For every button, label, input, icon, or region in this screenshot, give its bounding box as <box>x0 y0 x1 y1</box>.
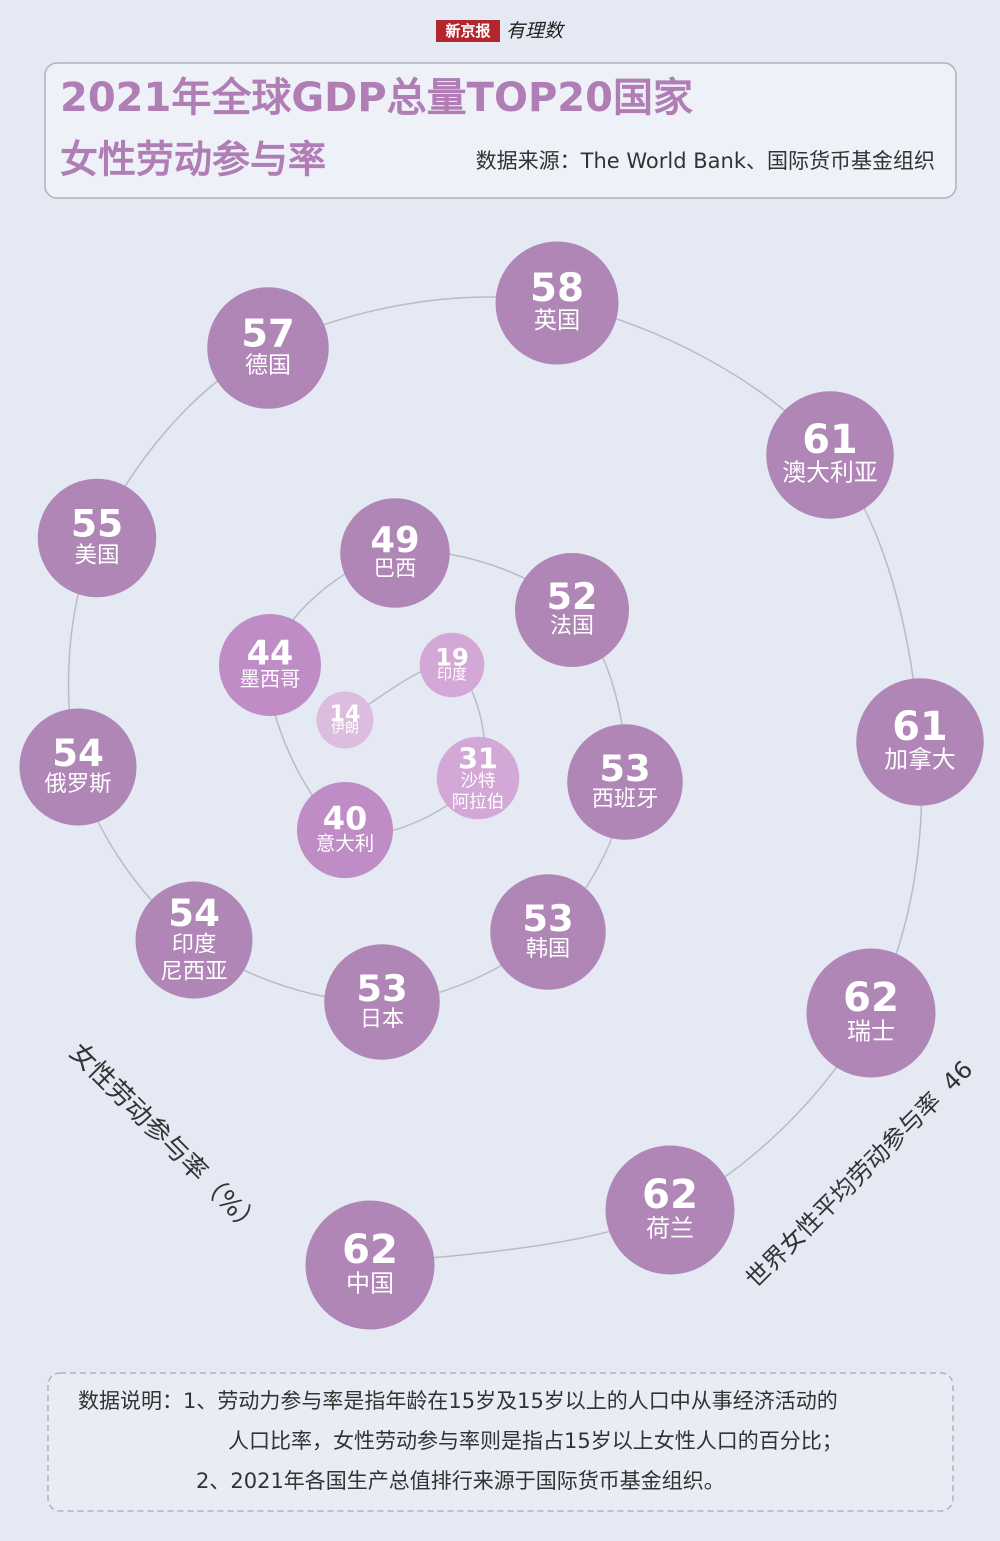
category-label-line: 印度 <box>172 931 217 957</box>
bubble <box>567 724 683 840</box>
chart-subtitle: 女性劳动参与率 <box>60 138 326 182</box>
bubble <box>305 1200 435 1330</box>
category-label: 澳大利亚 <box>782 459 877 487</box>
category-label: 巴西 <box>374 556 417 581</box>
category-label: 意大利 <box>316 832 374 855</box>
category-label: 印度尼西亚 <box>160 931 227 984</box>
bubble <box>37 478 157 598</box>
note: 人口比率，女性劳动参与率则是指占15岁以上女性人口的百分比； <box>228 1429 843 1453</box>
title-box <box>44 62 957 199</box>
bubble <box>19 708 137 826</box>
value-label: 61 <box>892 704 947 750</box>
value-label: 62 <box>642 1172 698 1218</box>
bubble <box>605 1145 735 1275</box>
category-label: 英国 <box>534 307 580 334</box>
logo-box <box>436 20 500 42</box>
category-label: 法国 <box>550 614 594 639</box>
bubble <box>207 287 329 409</box>
value-label: 52 <box>547 575 598 618</box>
bubble <box>135 881 253 999</box>
bubble <box>436 736 520 820</box>
category-label: 日本 <box>360 1006 404 1032</box>
source: 数据来源：The World Bank、国际货币基金组织 <box>476 149 935 173</box>
logo: 新京报 <box>445 22 490 40</box>
category-label: 瑞士 <box>847 1017 895 1045</box>
category-label: 中国 <box>346 1269 394 1297</box>
value-label: 55 <box>71 502 123 546</box>
bubble <box>297 782 393 878</box>
category-label-line: 阿拉伯 <box>452 792 505 812</box>
bubble <box>856 678 984 806</box>
value-label: 53 <box>599 747 650 790</box>
plot: 14伊朗19印度31沙特阿拉伯40意大利44墨西哥49巴西52法国53西班牙53… <box>19 241 984 1330</box>
category-label: 西班牙 <box>592 786 658 812</box>
bubble <box>495 241 619 365</box>
value-label: 61 <box>802 417 857 463</box>
bubble <box>219 614 321 716</box>
chart-title: 2021年全球GDP总量TOP20国家 <box>60 75 693 121</box>
bubble <box>419 632 485 698</box>
category-label-line: 沙特 <box>460 771 495 791</box>
value-label: 53 <box>522 897 573 940</box>
category-label: 墨西哥 <box>240 667 301 691</box>
category-label: 加拿大 <box>884 746 956 774</box>
bubble <box>324 944 440 1060</box>
notes-box <box>47 1372 954 1512</box>
value-label: 62 <box>342 1227 398 1273</box>
category-label: 美国 <box>74 542 119 568</box>
bubble <box>766 391 894 519</box>
category-label-line: 尼西亚 <box>160 958 227 984</box>
value-label: 40 <box>323 799 368 837</box>
value-label: 44 <box>247 633 294 672</box>
value-label: 53 <box>356 967 407 1010</box>
category-label: 韩国 <box>526 936 570 962</box>
value-label: 31 <box>458 742 498 776</box>
bubble <box>806 948 936 1078</box>
value-label: 49 <box>370 520 419 561</box>
bubble <box>515 553 629 667</box>
category-label: 印度 <box>437 665 467 683</box>
category-label: 俄罗斯 <box>44 771 111 797</box>
logo-sub: 有理数 <box>506 20 566 42</box>
bubble <box>490 874 606 990</box>
category-label: 伊朗 <box>331 721 359 737</box>
note: 数据说明：1、劳动力参与率是指年龄在15岁及15岁以上的人口中从事经济活动的 <box>78 1389 838 1413</box>
note: 2、2021年各国生产总值排行来源于国际货币基金组织。 <box>196 1469 725 1493</box>
value-label: 62 <box>843 975 899 1021</box>
value-label: 14 <box>330 701 361 727</box>
category-label: 德国 <box>245 353 291 379</box>
value-label: 19 <box>435 644 469 672</box>
value-label: 58 <box>530 266 584 311</box>
value-label: 57 <box>241 311 294 356</box>
category-label: 沙特阿拉伯 <box>452 771 505 812</box>
bubble <box>316 691 374 749</box>
category-label: 荷兰 <box>646 1214 694 1242</box>
value-label: 54 <box>168 891 220 935</box>
value-label: 54 <box>52 731 104 775</box>
bubble <box>340 498 450 608</box>
